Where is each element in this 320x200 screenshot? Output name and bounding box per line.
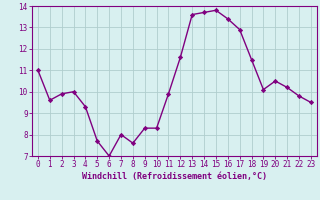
X-axis label: Windchill (Refroidissement éolien,°C): Windchill (Refroidissement éolien,°C): [82, 172, 267, 181]
